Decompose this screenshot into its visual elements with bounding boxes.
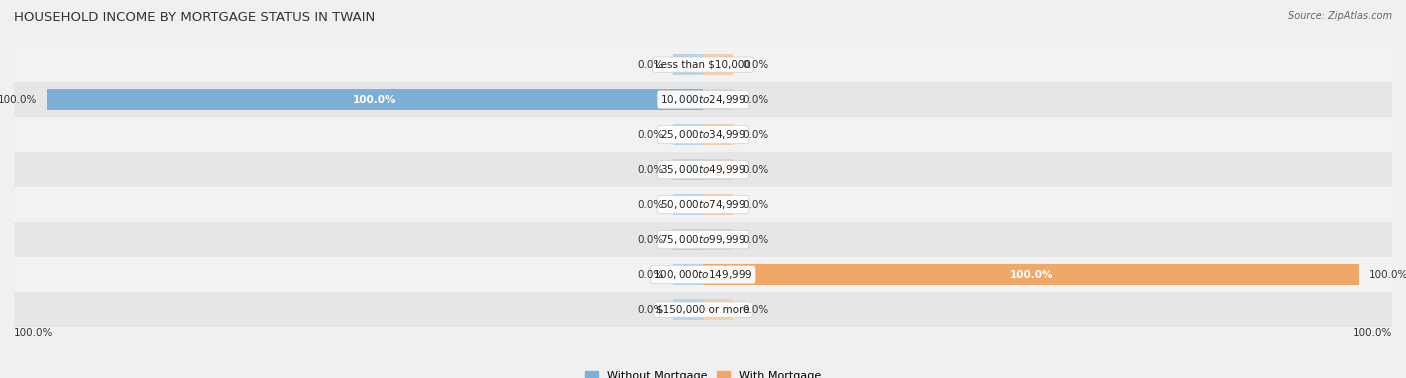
Bar: [703, 264, 1360, 285]
Text: $50,000 to $74,999: $50,000 to $74,999: [659, 198, 747, 211]
Text: 0.0%: 0.0%: [742, 130, 769, 139]
Text: 0.0%: 0.0%: [637, 235, 664, 245]
Bar: [673, 124, 703, 146]
Bar: [14, 152, 1392, 187]
Text: $35,000 to $49,999: $35,000 to $49,999: [659, 163, 747, 176]
Bar: [703, 124, 733, 146]
Bar: [14, 292, 1392, 327]
Text: HOUSEHOLD INCOME BY MORTGAGE STATUS IN TWAIN: HOUSEHOLD INCOME BY MORTGAGE STATUS IN T…: [14, 11, 375, 24]
Text: 100.0%: 100.0%: [0, 94, 37, 105]
Text: 100.0%: 100.0%: [14, 328, 53, 338]
Bar: [703, 299, 733, 321]
Text: 100.0%: 100.0%: [353, 94, 396, 105]
Bar: [14, 47, 1392, 82]
Text: 100.0%: 100.0%: [1353, 328, 1392, 338]
Text: 100.0%: 100.0%: [1010, 270, 1053, 280]
Text: 0.0%: 0.0%: [742, 60, 769, 70]
Text: $100,000 to $149,999: $100,000 to $149,999: [654, 268, 752, 281]
Bar: [673, 264, 703, 285]
Bar: [673, 194, 703, 215]
Bar: [14, 187, 1392, 222]
Bar: [703, 54, 733, 76]
Text: 0.0%: 0.0%: [742, 235, 769, 245]
Legend: Without Mortgage, With Mortgage: Without Mortgage, With Mortgage: [581, 366, 825, 378]
Text: 0.0%: 0.0%: [637, 200, 664, 210]
Text: 0.0%: 0.0%: [637, 270, 664, 280]
Text: 0.0%: 0.0%: [742, 305, 769, 314]
Text: 0.0%: 0.0%: [637, 130, 664, 139]
Text: Less than $10,000: Less than $10,000: [655, 60, 751, 70]
Text: 100.0%: 100.0%: [1369, 270, 1406, 280]
Bar: [703, 194, 733, 215]
Text: 0.0%: 0.0%: [742, 200, 769, 210]
Bar: [14, 257, 1392, 292]
Bar: [46, 89, 703, 110]
Text: 0.0%: 0.0%: [637, 60, 664, 70]
Bar: [673, 229, 703, 251]
Bar: [703, 159, 733, 180]
Text: $25,000 to $34,999: $25,000 to $34,999: [659, 128, 747, 141]
Text: 0.0%: 0.0%: [742, 94, 769, 105]
Text: 0.0%: 0.0%: [742, 164, 769, 175]
Text: 0.0%: 0.0%: [637, 305, 664, 314]
Text: Source: ZipAtlas.com: Source: ZipAtlas.com: [1288, 11, 1392, 21]
Text: $75,000 to $99,999: $75,000 to $99,999: [659, 233, 747, 246]
Bar: [673, 299, 703, 321]
Bar: [673, 159, 703, 180]
Text: $150,000 or more: $150,000 or more: [657, 305, 749, 314]
Text: $10,000 to $24,999: $10,000 to $24,999: [659, 93, 747, 106]
Bar: [14, 117, 1392, 152]
Bar: [703, 229, 733, 251]
Bar: [673, 54, 703, 76]
Text: 0.0%: 0.0%: [637, 164, 664, 175]
Bar: [14, 82, 1392, 117]
Bar: [14, 222, 1392, 257]
Bar: [703, 89, 733, 110]
